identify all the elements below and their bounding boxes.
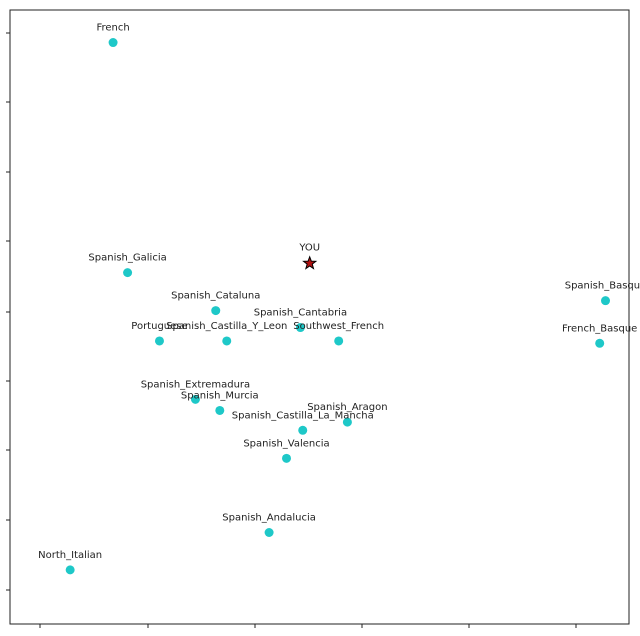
point-label-3: Portuguese (131, 321, 187, 332)
highlight-group: YOU (298, 242, 320, 270)
point-label-13: Spanish_Valencia (243, 438, 329, 449)
point-label-4: Spanish_Castilla_Y_Leon (166, 321, 287, 332)
point-12 (298, 425, 308, 435)
point-0 (108, 38, 118, 48)
point-6 (334, 336, 344, 346)
point-15 (65, 565, 75, 575)
point-label-15: North_Italian (38, 550, 102, 561)
point-label-14: Spanish_Andalucia (222, 513, 316, 524)
point-label-0: French (96, 23, 129, 34)
point-label-7: Spanish_Basque (565, 281, 640, 292)
point-14 (264, 528, 274, 538)
point-label-1: Spanish_Galicia (88, 253, 166, 264)
point-1 (123, 268, 133, 278)
point-label-6: Southwest_French (293, 321, 384, 332)
point-7 (601, 296, 610, 306)
point-11 (342, 417, 352, 427)
point-5 (295, 323, 305, 333)
point-label-9: Spanish_Extremadura (141, 379, 250, 390)
point-2 (211, 306, 221, 316)
point-label-2: Spanish_Cataluna (171, 291, 260, 302)
point-8 (595, 338, 605, 348)
point-13 (282, 453, 291, 463)
point-label-11: Spanish_Aragon (307, 402, 387, 413)
point-3 (154, 336, 164, 346)
point-label-8: French_Basque (562, 323, 637, 334)
point-4 (222, 336, 232, 346)
point-label-10: Spanish_Murcia (181, 390, 259, 401)
you-star-marker (302, 255, 318, 270)
y-axis-ticks (6, 32, 10, 591)
point-9 (190, 394, 200, 404)
point-label-5: Spanish_Cantabria (254, 308, 347, 319)
you-label: YOU (298, 242, 320, 253)
point-10 (215, 405, 225, 415)
point-label-12: Spanish_Castilla_La_Mancha (232, 410, 374, 421)
plot-frame (9, 9, 630, 625)
data-points (65, 38, 610, 575)
x-axis-ticks (39, 624, 577, 628)
point-labels: French Spanish_Galicia Spanish_Cataluna Por… (38, 23, 640, 561)
